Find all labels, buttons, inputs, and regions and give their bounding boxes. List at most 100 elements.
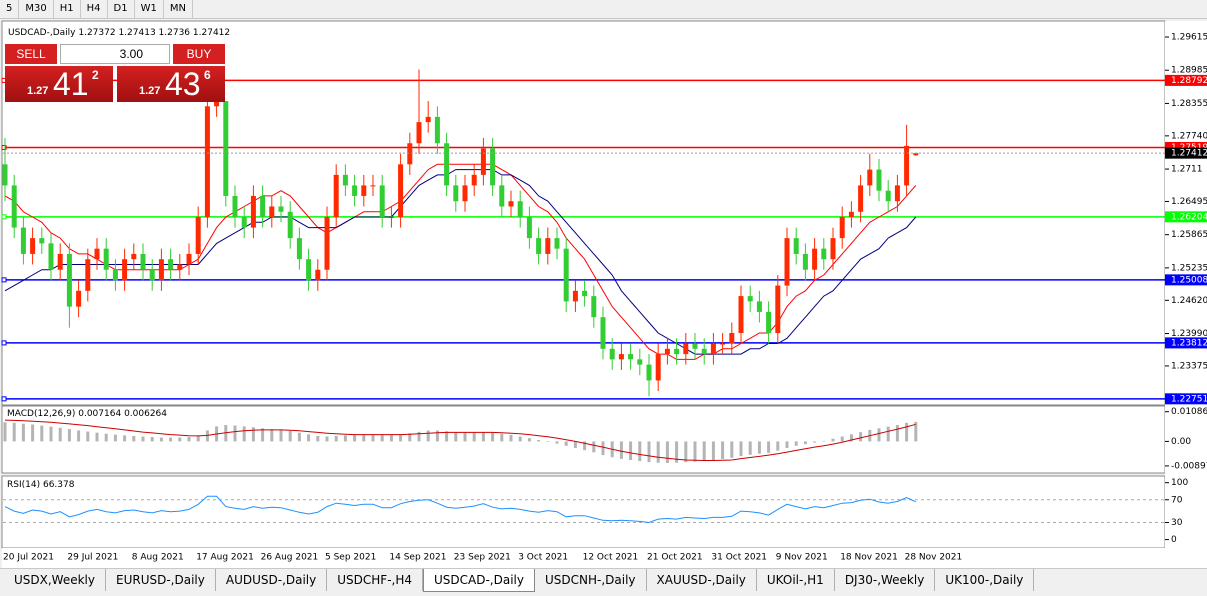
chart-tab[interactable]: EURUSD-,Daily [106,569,216,591]
candle-body [177,264,183,270]
level-label: 1.25008 [1171,275,1207,285]
chart-tab[interactable]: USDX,Weekly [4,569,106,591]
macd-bar [813,441,817,443]
macd-bar [785,441,789,448]
macd-bar [316,435,320,442]
y-tick-label: 1.26495 [1171,197,1207,207]
candle-body [821,248,827,260]
rsi-name: RSI(14) [7,480,40,490]
x-tick-label: 17 Aug 2021 [196,553,254,563]
chart-tab[interactable]: DJ30-,Weekly [835,569,936,591]
buy-price[interactable]: 1.27 43 6 [117,66,225,102]
candle-body [618,354,624,360]
chart-tab[interactable]: AUDUSD-,Daily [216,569,328,591]
candle-body [416,122,422,144]
candle-body [296,238,302,260]
chart-tab[interactable]: UK100-,Daily [935,569,1035,591]
level-marker [1,214,7,220]
rsi-line [4,495,917,524]
price-small: 2 [92,68,99,82]
macd-bar [500,433,504,442]
level-marker [1,277,7,283]
macd-pane [1,405,1166,474]
macd-bar [831,438,835,442]
macd-bar [261,428,265,442]
macd-bar [187,437,191,442]
candle-body [812,248,818,270]
macd-bar [12,422,16,442]
one-click-trading: SELL 3.00 BUY 1.27 41 2 1.27 43 6 [5,44,226,102]
candle-body [103,248,109,270]
chart-tab[interactable]: USDCAD-,Daily [423,569,535,592]
y-tick-label: -0.008974 [1171,461,1207,471]
sell-button[interactable]: SELL [5,44,57,64]
macd-bar [334,435,338,442]
rsi-label: RSI(14) 66.378 [7,480,75,490]
chart-tab[interactable]: USDCHF-,H4 [327,569,423,591]
candle-body [894,185,900,202]
macd-bar [527,438,531,442]
candle-body [2,164,8,186]
candle-body [508,201,514,207]
candle-body [683,343,689,355]
macd-bar [233,425,237,442]
chart-tab[interactable]: UKOil-,H1 [757,569,835,591]
x-tick-label: 18 Nov 2021 [840,553,898,563]
candle-body [407,143,413,165]
timeframe-button[interactable]: D1 [108,0,135,18]
buy-button[interactable]: BUY [173,44,225,64]
y-tick-label: 70 [1171,495,1183,505]
timeframe-button[interactable]: M30 [19,0,54,18]
signal-line [4,419,916,461]
candle-body [490,148,496,186]
macd-value: 0.007164 [78,409,121,419]
timeframe-button[interactable]: H1 [54,0,81,18]
level-label: 1.23812 [1171,338,1207,348]
lot-input[interactable]: 3.00 [60,44,170,64]
candle-body [885,190,891,202]
candle-body [232,195,238,218]
macd-bar [886,426,890,442]
y-tick-label: 1.25865 [1171,230,1207,240]
macd-bar [491,432,495,442]
bar-low: 1.2736 [159,28,191,38]
macd-bar [619,441,623,459]
macd-bar [417,431,421,442]
candle-body [756,301,762,312]
macd-bar [583,441,587,451]
macd-bar [270,429,274,442]
candle-body [204,106,210,218]
macd-bar [592,441,596,453]
x-tick-label: 26 Aug 2021 [261,553,319,563]
candle-body [802,253,808,270]
macd-bar [95,432,99,442]
macd-bar [518,436,522,442]
candle-body [664,348,670,355]
macd-bar [601,441,605,456]
candle-body [131,253,137,260]
level-label-bg [1165,142,1207,154]
moving-average [4,169,917,355]
candle-body [600,317,606,349]
timeframe-button[interactable]: 5 [0,0,20,18]
candle-body [444,143,450,186]
timeframe-button[interactable]: W1 [135,0,164,18]
chart-tab[interactable]: XAUUSD-,Daily [647,569,757,591]
timeframe-button[interactable]: H4 [81,0,108,18]
candle-body [306,259,312,281]
macd-bar [748,441,752,455]
timeframe-button[interactable]: MN [164,0,193,18]
macd-bar [509,434,513,442]
candle-body [11,185,17,228]
candle-body [223,101,229,196]
x-tick-label: 20 Jul 2021 [3,553,54,563]
candle-body [57,253,63,270]
symbol-info: USDCAD-,Daily 1.27372 1.27413 1.2736 1.2… [8,28,230,38]
chart-tab[interactable]: USDCNH-,Daily [535,569,647,591]
candle-body [278,206,284,212]
macd-bar [150,437,154,442]
macd-bar [159,437,163,442]
y-tick-label: 1.23375 [1171,361,1207,371]
sell-price[interactable]: 1.27 41 2 [5,66,113,102]
candle-body [747,296,753,302]
